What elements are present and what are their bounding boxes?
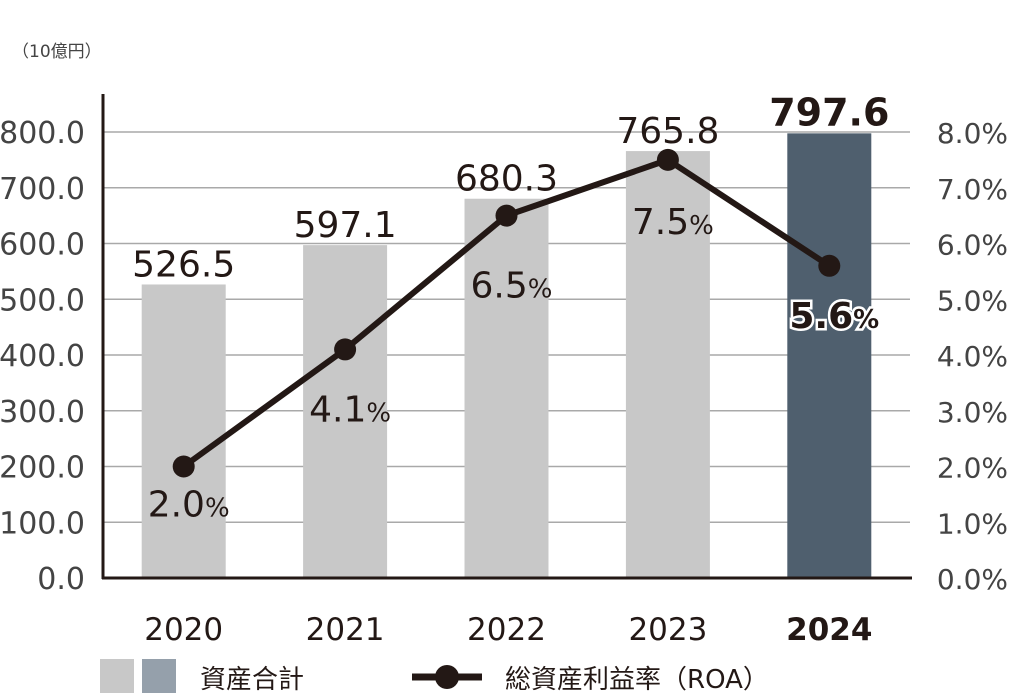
- roa-value-label: 7.5%: [632, 202, 714, 243]
- legend: 資産合計 総資産利益率（ROA）: [100, 659, 769, 695]
- legend-marker-roa: [435, 665, 459, 689]
- y-tick-label: 500.0: [0, 283, 85, 318]
- y-tick-label: 300.0: [0, 395, 85, 430]
- roa-point-2023: [656, 148, 679, 171]
- unit-label: （10億円）: [12, 42, 102, 62]
- roa-point-2024: [818, 254, 841, 277]
- bar-value-label: 597.1: [294, 205, 397, 246]
- bar-value-label: 680.3: [455, 159, 558, 200]
- bar-2021: [303, 245, 388, 578]
- x-tick-label: 2022: [467, 612, 546, 648]
- y2-tick-label: 0.0%: [937, 563, 1008, 596]
- right-axis-ticks: 0.0% 1.0% 2.0% 3.0% 4.0% 5.0% 6.0% 7.0% 8.0%: [937, 117, 1008, 596]
- y-tick-label: 200.0: [0, 451, 85, 486]
- bar-2020: [141, 284, 226, 578]
- roa-value-label: 2.0%: [148, 485, 230, 526]
- y2-tick-label: 3.0%: [937, 396, 1008, 429]
- bar-2023: [625, 151, 710, 578]
- bar-value-label: 765.8: [616, 111, 719, 152]
- bar-value-label: 526.5: [132, 244, 235, 285]
- y-tick-label: 700.0: [0, 172, 85, 207]
- y-tick-label: 400.0: [0, 339, 85, 374]
- legend-label-roa: 総資産利益率（ROA）: [505, 665, 769, 695]
- axes: [101, 94, 912, 580]
- x-tick-label: 2021: [306, 612, 385, 648]
- legend-swatch-total-assets-a: [100, 659, 134, 693]
- roa-value-labels: 2.0% 4.1% 6.5% 7.5% 5.6%: [148, 202, 882, 526]
- bar-2024: [787, 133, 872, 578]
- left-axis-ticks: 0.0 100.0 200.0 300.0 400.0 500.0 600.0 700.0 80…: [0, 116, 85, 597]
- x-axis-ticks: 2020 2021 2022 2023 2024: [144, 612, 872, 648]
- roa-point-2020: [172, 455, 195, 478]
- roa-value-label: 4.1%: [309, 389, 391, 430]
- bar-series: [141, 133, 872, 578]
- x-tick-label: 2020: [144, 612, 223, 648]
- legend-swatch-total-assets-b: [142, 659, 176, 693]
- x-tick-label: 2024: [786, 612, 872, 648]
- bar-2022: [464, 198, 549, 578]
- roa-point-2022: [495, 204, 518, 227]
- y2-tick-label: 6.0%: [937, 229, 1008, 262]
- roa-value-label: 6.5%: [471, 266, 553, 307]
- y-tick-label: 100.0: [0, 506, 85, 541]
- y2-tick-label: 8.0%: [937, 117, 1008, 150]
- y-tick-label: 600.0: [0, 228, 85, 263]
- y2-tick-label: 7.0%: [937, 173, 1008, 206]
- y2-tick-label: 4.0%: [937, 340, 1008, 373]
- roa-point-2021: [334, 338, 357, 361]
- roa-line-series: [172, 148, 841, 478]
- y-tick-label: 800.0: [0, 116, 85, 151]
- bar-value-labels: 526.5 597.1 680.3 765.8 797.6: [132, 90, 889, 285]
- x-tick-label: 2023: [628, 612, 707, 648]
- legend-label-total-assets: 資産合計: [200, 665, 304, 695]
- roa-value-label: 5.6%: [789, 296, 879, 337]
- y2-tick-label: 2.0%: [937, 452, 1008, 485]
- bar-value-label: 797.6: [769, 90, 889, 134]
- y2-tick-label: 5.0%: [937, 284, 1008, 317]
- y-tick-label: 0.0: [37, 562, 85, 597]
- y2-tick-label: 1.0%: [937, 507, 1008, 540]
